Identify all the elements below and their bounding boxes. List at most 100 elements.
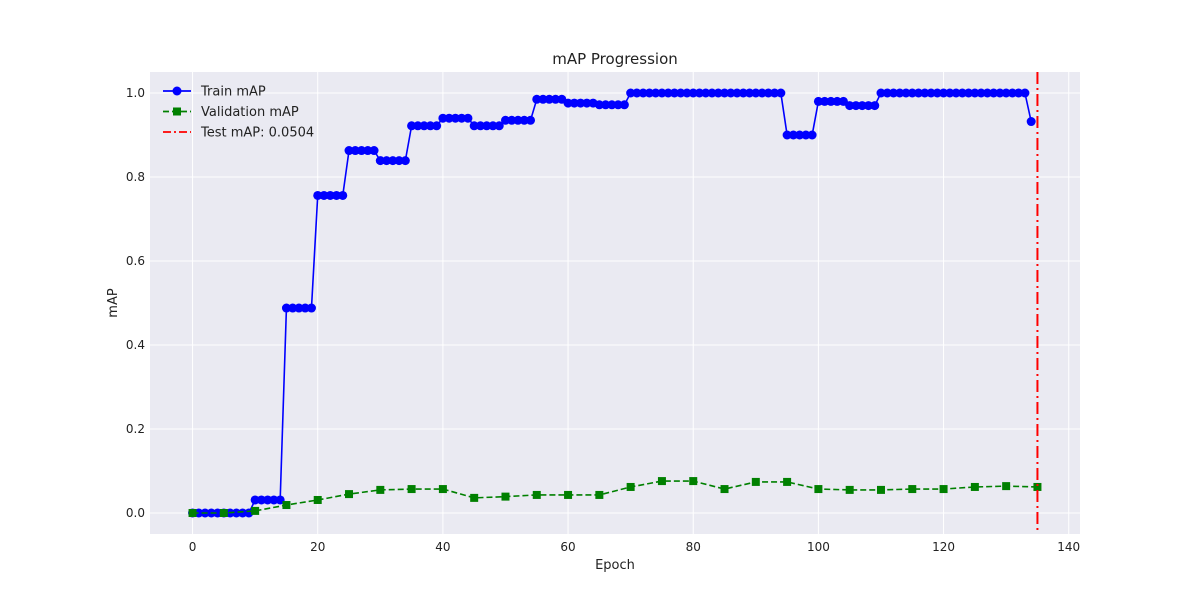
data-point [564,490,573,499]
data-point [344,146,354,156]
data-point [282,501,291,510]
data-point [613,100,623,110]
legend-label: Validation mAP [201,105,299,120]
x-tick-label: 0 [189,540,197,554]
data-point [682,88,692,98]
data-point [332,190,342,200]
data-point [569,98,579,108]
data-point [457,113,467,123]
data-point [382,156,392,166]
legend-item: Test mAP: 0.0504 [163,126,314,141]
data-point [300,303,310,313]
data-point [494,121,504,131]
data-point [745,88,755,98]
data-point [720,485,729,494]
data-point [251,506,260,515]
data-point [563,98,573,108]
data-point [263,495,273,505]
data-point [400,156,410,166]
data-point [845,485,854,494]
data-point [669,88,679,98]
data-point [338,190,348,200]
legend-swatch-marker [173,107,181,116]
data-point [1020,88,1030,98]
y-tick-label: 0.2 [126,422,145,436]
data-point [619,100,629,110]
data-point [363,146,373,156]
data-point [939,485,948,494]
data-point [701,88,711,98]
data-point [601,100,611,110]
data-point [926,88,936,98]
data-point [738,88,748,98]
data-point [626,482,635,491]
data-point [345,490,354,499]
data-point [419,121,429,131]
data-point [632,88,642,98]
data-point [726,88,736,98]
x-tick-label: 140 [1057,540,1080,554]
y-tick-label: 0.4 [126,338,145,352]
data-point [275,495,285,505]
data-point [663,88,673,98]
data-point [450,113,460,123]
data-point [319,190,329,200]
data-point [657,88,667,98]
data-point [970,88,980,98]
data-point [425,121,435,131]
data-point [807,130,817,140]
data-point [751,477,760,486]
data-point [281,303,291,313]
data-point [369,146,379,156]
data-point [519,115,529,125]
data-point [783,477,792,486]
data-point [407,485,416,494]
data-point [845,101,855,111]
data-point [1033,482,1042,491]
data-point [920,88,930,98]
data-point [826,96,836,106]
data-point [995,88,1005,98]
data-point [888,88,898,98]
data-point [776,88,786,98]
data-point [770,88,780,98]
plot-area [150,72,1080,534]
data-point [438,485,447,494]
data-point [250,495,260,505]
data-point [676,88,686,98]
data-point [551,94,561,104]
data-point [576,98,586,108]
data-point [863,101,873,111]
legend-item: Train mAP [163,85,266,100]
data-point [626,88,636,98]
data-point [313,190,323,200]
data-point [376,485,385,494]
data-point [688,88,698,98]
data-point [876,88,886,98]
y-tick-label: 1.0 [126,86,145,100]
data-point [470,493,479,502]
data-point [657,477,666,486]
data-point [751,88,761,98]
data-point [982,88,992,98]
data-point [463,113,473,123]
legend: Train mAP Validation mAP Test mAP: 0.0504 [163,85,314,141]
data-point [350,146,360,156]
data-point [989,88,999,98]
data-point [194,508,204,518]
y-tick-label: 0.0 [126,506,145,520]
data-point [876,485,885,494]
data-point [970,482,979,491]
data-point [964,88,974,98]
data-point [375,156,385,166]
data-point [288,303,298,313]
data-point [951,88,961,98]
data-point [895,88,905,98]
data-point [976,88,986,98]
series-line [192,480,1038,514]
data-point [582,98,592,108]
data-point [438,113,448,123]
data-point [801,130,811,140]
x-tick-label: 40 [435,540,450,554]
data-point [813,96,823,106]
